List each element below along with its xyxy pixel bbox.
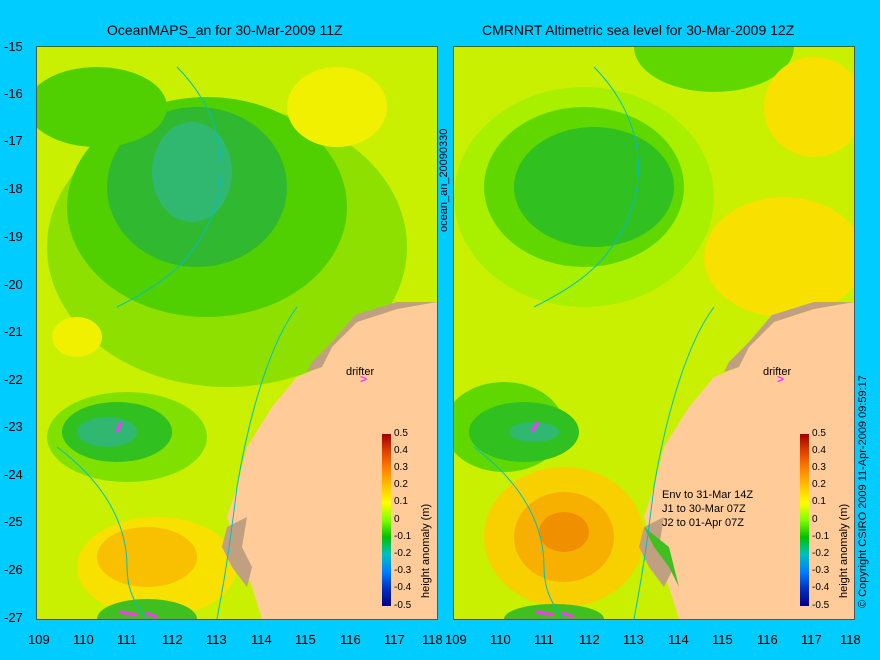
y-tick: -25 (4, 514, 23, 529)
colorbar-tick: 0.3 (812, 462, 826, 473)
y-tick: -18 (4, 181, 23, 196)
y-tick: -21 (4, 324, 23, 339)
x-tick: 114 (668, 632, 689, 647)
x-tick: 110 (73, 632, 94, 647)
x-tick: 112 (579, 632, 600, 647)
x-tick: 112 (162, 632, 183, 647)
y-tick: -22 (4, 372, 23, 387)
left-map-panel (36, 46, 438, 620)
copyright-label: © Copyright CSIRO 2009 11-Apr-2009 09:59… (857, 375, 869, 608)
left-colorbar-title: height anomaly (m) (420, 503, 432, 598)
colorbar-tick: -0.2 (812, 548, 830, 559)
x-tick: 115 (295, 632, 316, 647)
colorbar-tick: 0.1 (394, 496, 408, 507)
y-tick: -16 (4, 86, 23, 101)
colorbar-tick: 0.1 (812, 496, 826, 507)
right-colorbar-title: height anomaly (m) (838, 503, 850, 598)
right-map-title: CMRNRT Altimetric sea level for 30-Mar-2… (482, 22, 795, 38)
left-colorbar (382, 434, 391, 606)
y-tick: -20 (4, 277, 23, 292)
right-drifter-label: drifter (763, 366, 792, 378)
colorbar-tick: 0 (812, 514, 818, 525)
x-tick: 115 (712, 632, 733, 647)
x-tick: 117 (384, 632, 405, 647)
y-tick: -26 (4, 562, 23, 577)
y-tick: -23 (4, 419, 23, 434)
x-tick: 116 (757, 632, 778, 647)
right-sea-level-map (454, 47, 854, 619)
colorbar-tick: -0.4 (394, 582, 412, 593)
colorbar-tick: 0 (394, 514, 400, 525)
colorbar-tick: 0.5 (394, 428, 408, 439)
right-colorbar (800, 434, 809, 606)
satellite-pass-annotation: Env to 31-Mar 14Z J1 to 30-Mar 07Z J2 to… (662, 488, 753, 530)
left-drifter-label: drifter (346, 366, 375, 378)
x-tick: 118 (840, 632, 861, 647)
colorbar-tick: -0.1 (812, 531, 830, 542)
colorbar-tick: 0.4 (394, 445, 408, 456)
colorbar-tick: 0.3 (394, 462, 408, 473)
x-tick: 110 (490, 632, 511, 647)
colorbar-tick: 0.2 (812, 479, 826, 490)
x-tick: 117 (801, 632, 822, 647)
colorbar-tick: 0.4 (812, 445, 826, 456)
colorbar-tick: -0.5 (394, 600, 412, 611)
x-tick: 111 (534, 632, 554, 647)
y-tick: -19 (4, 229, 23, 244)
x-tick: 109 (28, 632, 50, 647)
run-id-label: ocean_an_20090330 (438, 128, 450, 232)
x-tick: 113 (623, 632, 644, 647)
left-map-title: OceanMAPS_an for 30-Mar-2009 11Z (107, 22, 343, 38)
y-tick: -24 (4, 467, 23, 482)
annotation-line: Env to 31-Mar 14Z (662, 489, 754, 501)
y-tick: -15 (4, 39, 23, 54)
colorbar-tick: -0.5 (812, 600, 830, 611)
colorbar-tick: -0.4 (812, 582, 830, 593)
annotation-line: J2 to 01-Apr 07Z (662, 517, 744, 529)
right-drifter-arrow-icon: > (777, 372, 785, 386)
x-tick: 114 (251, 632, 272, 647)
x-tick: 116 (340, 632, 361, 647)
y-tick: -17 (4, 133, 23, 148)
left-drifter-arrow-icon: > (360, 372, 368, 386)
colorbar-tick: -0.3 (812, 565, 830, 576)
colorbar-tick: -0.3 (394, 565, 412, 576)
colorbar-tick: 0.5 (812, 428, 826, 439)
left-sea-level-map (37, 47, 437, 619)
x-tick: 111 (117, 632, 137, 647)
y-tick: -27 (4, 610, 23, 625)
x-tick: 118 (422, 632, 443, 647)
annotation-line: J1 to 30-Mar 07Z (662, 503, 746, 515)
x-tick: 109 (445, 632, 467, 647)
right-map-panel (453, 46, 855, 620)
colorbar-tick: -0.2 (394, 548, 412, 559)
colorbar-tick: -0.1 (394, 531, 412, 542)
colorbar-tick: 0.2 (394, 479, 408, 490)
x-tick: 113 (206, 632, 227, 647)
